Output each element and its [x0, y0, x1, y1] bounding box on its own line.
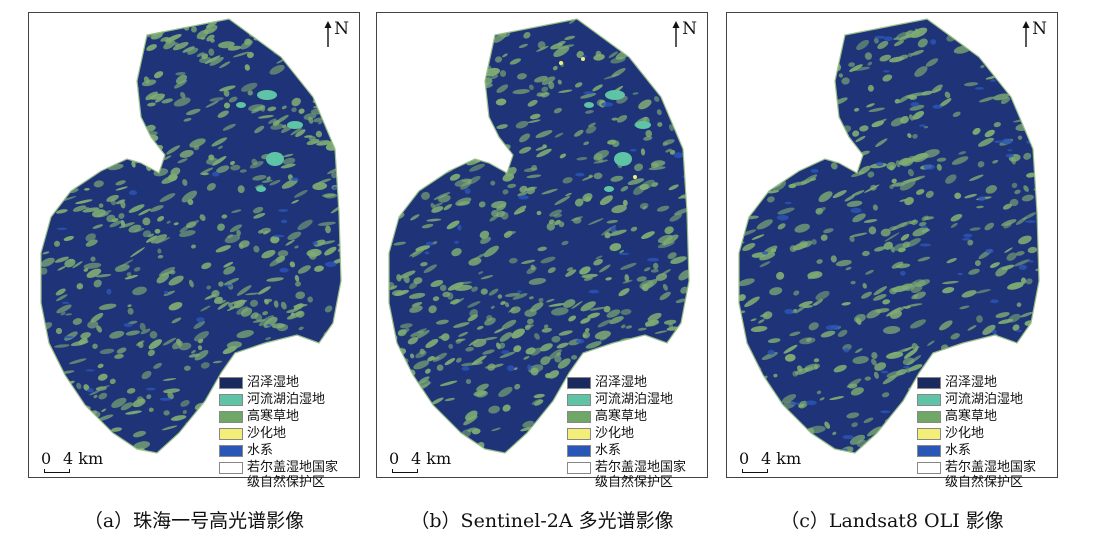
- legend-label: 沙化地: [945, 426, 985, 441]
- wetland-map: [738, 18, 1040, 454]
- legend-item: 若尔盖湿地国家级自然保护区: [219, 460, 359, 494]
- scale-bar-line: [742, 469, 768, 473]
- caption-b: （b）Sentinel-2A 多光谱影像: [410, 510, 674, 532]
- legend-label: 河流湖泊湿地: [945, 392, 1024, 407]
- wetland-map: [40, 18, 342, 454]
- north-label: N: [682, 19, 697, 39]
- scale-bar-line: [44, 469, 70, 473]
- map-legend: 沼泽湿地河流湖泊湿地 高寒草地沙化地水系若尔盖湿地国家级自然保护区: [567, 375, 707, 494]
- legend-swatch: [917, 428, 941, 440]
- north-label: N: [334, 19, 349, 39]
- scale-bar-line: [392, 469, 418, 473]
- legend-swatch: [219, 394, 243, 406]
- north-label: N: [1032, 19, 1047, 39]
- scale-bar: 0 4 km: [385, 449, 465, 473]
- legend-label: 河流湖泊湿地: [247, 392, 326, 407]
- legend-swatch: [219, 377, 243, 389]
- legend-swatch: [567, 411, 591, 423]
- legend-swatch: [567, 445, 591, 457]
- legend-label: 若尔盖湿地国家级自然保护区: [595, 460, 687, 490]
- legend-item: 沼泽湿地: [917, 375, 1057, 392]
- scale-bar: 0 4 km: [735, 449, 815, 473]
- legend-item: 水系: [917, 443, 1057, 460]
- caption-c: （c）Landsat8 OLI 影像: [780, 510, 1004, 532]
- legend-item: 沙化地: [567, 426, 707, 443]
- north-arrow: N: [672, 21, 697, 47]
- legend-item: 河流湖泊湿地: [567, 392, 707, 409]
- legend-item: 高寒草地: [917, 409, 1057, 426]
- legend-swatch: [567, 462, 591, 474]
- legend-item: 沙化地: [219, 426, 359, 443]
- scale-bar: 0 4 km: [37, 449, 117, 473]
- legend-label: 河流湖泊湿地: [595, 392, 674, 407]
- north-arrow-icon: [324, 21, 332, 47]
- map-panel-b: N 沼泽湿地河流湖泊湿地 高寒草地沙化地水系若尔盖湿地国家级自然保护区 0 4 k…: [376, 12, 708, 490]
- legend-label: 沙化地: [595, 426, 635, 441]
- legend-swatch: [917, 445, 941, 457]
- legend-swatch: [567, 428, 591, 440]
- legend-label: 水系: [595, 443, 622, 458]
- legend-label: 沼泽湿地: [247, 375, 300, 390]
- legend-item: 沙化地: [917, 426, 1057, 443]
- legend-label: 若尔盖湿地国家级自然保护区: [247, 460, 339, 490]
- legend-label: 高寒草地: [945, 409, 998, 424]
- legend-swatch: [917, 394, 941, 406]
- north-arrow-icon: [672, 21, 680, 47]
- legend-item: 高寒草地: [567, 409, 707, 426]
- legend-item: 沼泽湿地: [567, 375, 707, 392]
- legend-swatch: [567, 394, 591, 406]
- legend-item: 若尔盖湿地国家级自然保护区: [917, 460, 1057, 494]
- legend-item: 若尔盖湿地国家级自然保护区: [567, 460, 707, 494]
- legend-swatch: [219, 411, 243, 423]
- legend-label: 高寒草地: [595, 409, 648, 424]
- caption-a: （a）珠海一号高光谱影像: [83, 510, 305, 532]
- legend-swatch: [219, 428, 243, 440]
- legend-item: 河流湖泊湿地: [219, 392, 359, 409]
- map-panel-a: N 沼泽湿地河流湖泊湿地 高寒草地沙化地水系若尔盖湿地国家级自然保护区 0 4 k…: [28, 12, 360, 490]
- north-arrow: N: [324, 21, 349, 47]
- legend-swatch: [567, 377, 591, 389]
- legend-item: 水系: [567, 443, 707, 460]
- legend-item: 河流湖泊湿地: [917, 392, 1057, 409]
- legend-swatch: [917, 377, 941, 389]
- legend-swatch: [917, 462, 941, 474]
- legend-item: 高寒草地: [219, 409, 359, 426]
- legend-item: 水系: [219, 443, 359, 460]
- map-legend: 沼泽湿地河流湖泊湿地 高寒草地沙化地水系若尔盖湿地国家级自然保护区: [917, 375, 1057, 494]
- legend-label: 水系: [247, 443, 274, 458]
- legend-label: 沼泽湿地: [595, 375, 648, 390]
- map-legend: 沼泽湿地河流湖泊湿地 高寒草地沙化地水系若尔盖湿地国家级自然保护区: [219, 375, 359, 494]
- legend-label: 若尔盖湿地国家级自然保护区: [945, 460, 1037, 490]
- wetland-map: [388, 18, 690, 454]
- legend-label: 沙化地: [247, 426, 287, 441]
- legend-label: 沼泽湿地: [945, 375, 998, 390]
- north-arrow: N: [1022, 21, 1047, 47]
- legend-swatch: [917, 411, 941, 423]
- legend-swatch: [219, 462, 243, 474]
- legend-label: 水系: [945, 443, 972, 458]
- map-panel-c: N 沼泽湿地河流湖泊湿地 高寒草地沙化地水系若尔盖湿地国家级自然保护区 0 4 k…: [726, 12, 1058, 490]
- legend-swatch: [219, 445, 243, 457]
- legend-item: 沼泽湿地: [219, 375, 359, 392]
- north-arrow-icon: [1022, 21, 1030, 47]
- legend-label: 高寒草地: [247, 409, 300, 424]
